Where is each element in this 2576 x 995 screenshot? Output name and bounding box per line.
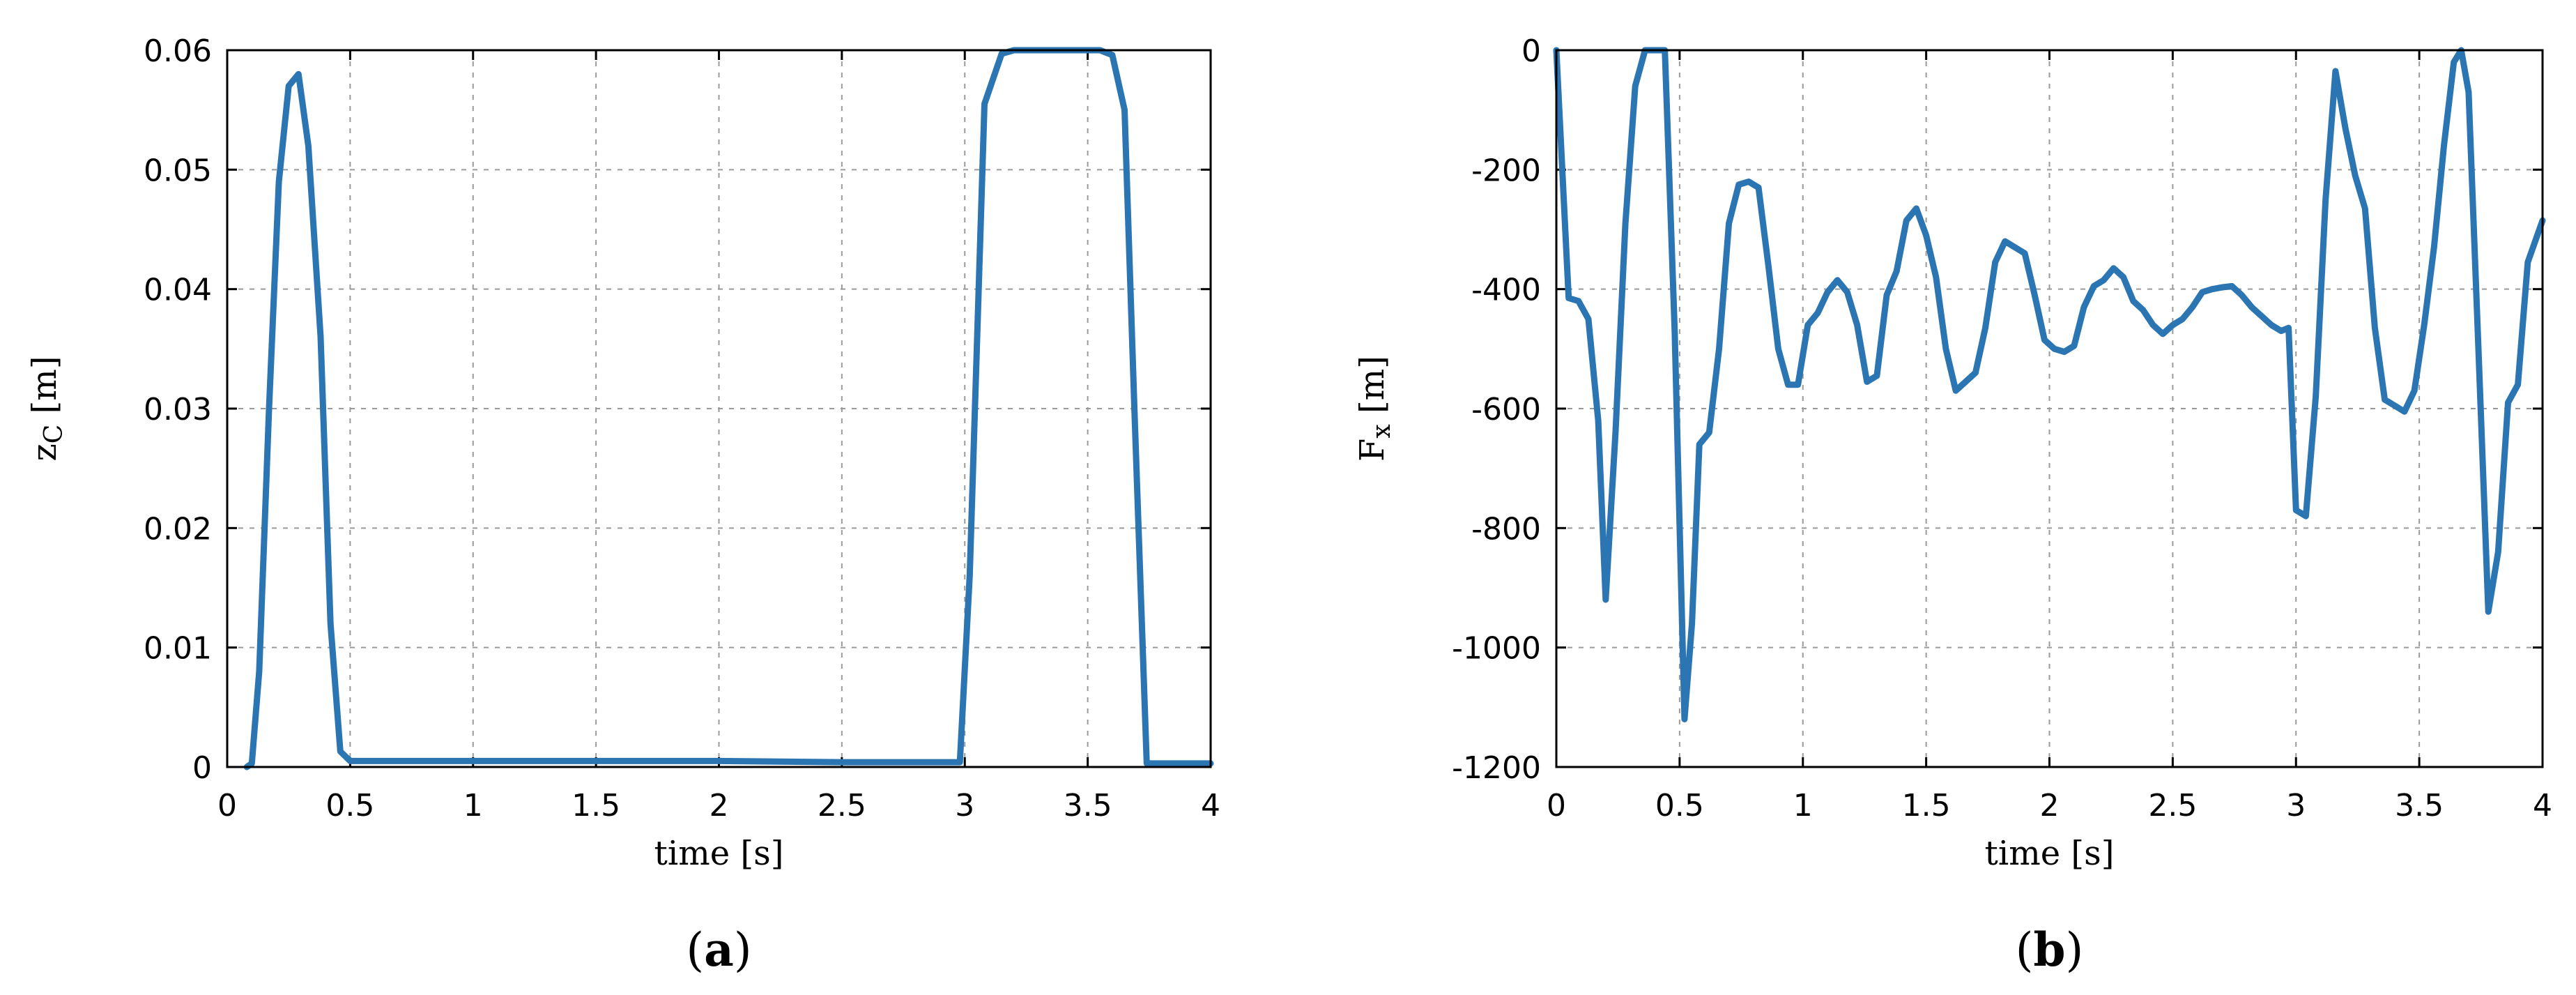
- y-tick-label: 0.04: [144, 273, 212, 308]
- panel-label-b: (b): [2016, 922, 2084, 977]
- x-tick-label: 3: [2286, 788, 2306, 823]
- y-axis-label-sub-a: C: [40, 425, 68, 444]
- x-tick-label: 3.5: [1064, 788, 1112, 823]
- x-axis-label-b: time [s]: [1985, 834, 2115, 873]
- y-tick-label: -400: [1471, 273, 1541, 308]
- x-tick-label: 0: [1547, 788, 1566, 823]
- series-a: [243, 47, 1214, 770]
- panel-label-close-b: ): [2066, 923, 2084, 977]
- y-axis-label-a: zC [m]: [25, 356, 68, 461]
- panel-label-letter-b: b: [2033, 922, 2065, 977]
- panel-label-open-b: (: [2016, 923, 2034, 977]
- y-axis-label-unit-b: [m]: [1353, 356, 1392, 424]
- y-axis-label-main-b: F: [1353, 439, 1392, 462]
- panel-label-close-a: ): [734, 923, 752, 977]
- plot-frame-b: [1555, 49, 2544, 768]
- x-tick-label: 3.5: [2395, 788, 2444, 823]
- y-axis-label-b: Fx [m]: [1353, 356, 1396, 462]
- x-tick-label: 1: [463, 788, 483, 823]
- x-tick-label: 0.5: [1655, 788, 1704, 823]
- y-tick-label: -200: [1471, 153, 1541, 188]
- panel-label-open-a: (: [686, 923, 704, 977]
- y-tick-label: -1200: [1452, 750, 1541, 786]
- y-tick-label: 0: [192, 750, 212, 786]
- panel-label-letter-a: a: [704, 922, 734, 977]
- y-tick-label: 0.05: [144, 153, 212, 188]
- series-line-b: [1553, 47, 2546, 722]
- chart-panel-a: 0 0.5 1 1.5 2 2.5 3 3.5 4 0 0.01 0.02 0.03 0.04 0.05 0.…: [25, 33, 1220, 977]
- x-tick-label: 0.5: [325, 788, 374, 823]
- y-tick-label: -1000: [1452, 631, 1541, 667]
- x-tick-label: 2: [710, 788, 729, 823]
- y-tick-label: 0.03: [144, 392, 212, 427]
- y-tick-label: -800: [1471, 511, 1541, 547]
- y-tick-label: -600: [1471, 392, 1541, 427]
- x-tick-label: 2.5: [2148, 788, 2197, 823]
- tick-labels-a: 0 0.5 1 1.5 2 2.5 3 3.5 4 0 0.01 0.02 0.03 0.04 0.05 0.…: [144, 33, 1220, 823]
- x-tick-label: 2.5: [818, 788, 866, 823]
- y-axis-label-main-a: z: [25, 443, 64, 461]
- panel-label-a: (a): [686, 922, 751, 977]
- chart-panel-b: 0 0.5 1 1.5 2 2.5 3 3.5 4 0 -200 -400 -600 -800 -1000 -…: [1353, 33, 2552, 977]
- y-axis-label-sub-b: x: [1367, 424, 1396, 438]
- tick-labels-b: 0 0.5 1 1.5 2 2.5 3 3.5 4 0 -200 -400 -600 -800 -1000 -…: [1452, 33, 2552, 823]
- x-axis-label-a: time [s]: [654, 834, 784, 873]
- series-line-a: [243, 47, 1214, 770]
- x-tick-label: 1.5: [1902, 788, 1951, 823]
- y-tick-label: 0.02: [144, 511, 212, 547]
- y-tick-label: 0: [1521, 33, 1541, 69]
- x-tick-label: 4: [2533, 788, 2552, 823]
- y-tick-label: 0.01: [144, 631, 212, 667]
- x-tick-label: 4: [1201, 788, 1220, 823]
- x-tick-label: 2: [2040, 788, 2060, 823]
- y-axis-label-unit-a: [m]: [25, 356, 64, 424]
- x-tick-label: 1: [1793, 788, 1813, 823]
- x-tick-label: 1.5: [572, 788, 620, 823]
- grid-a: [227, 50, 1211, 767]
- series-b: [1553, 47, 2546, 722]
- x-tick-label: 0: [217, 788, 237, 823]
- x-tick-label: 3: [955, 788, 974, 823]
- plot-frame-a: [226, 49, 1212, 768]
- y-tick-label: 0.06: [144, 33, 212, 69]
- grid-b: [1556, 50, 2543, 767]
